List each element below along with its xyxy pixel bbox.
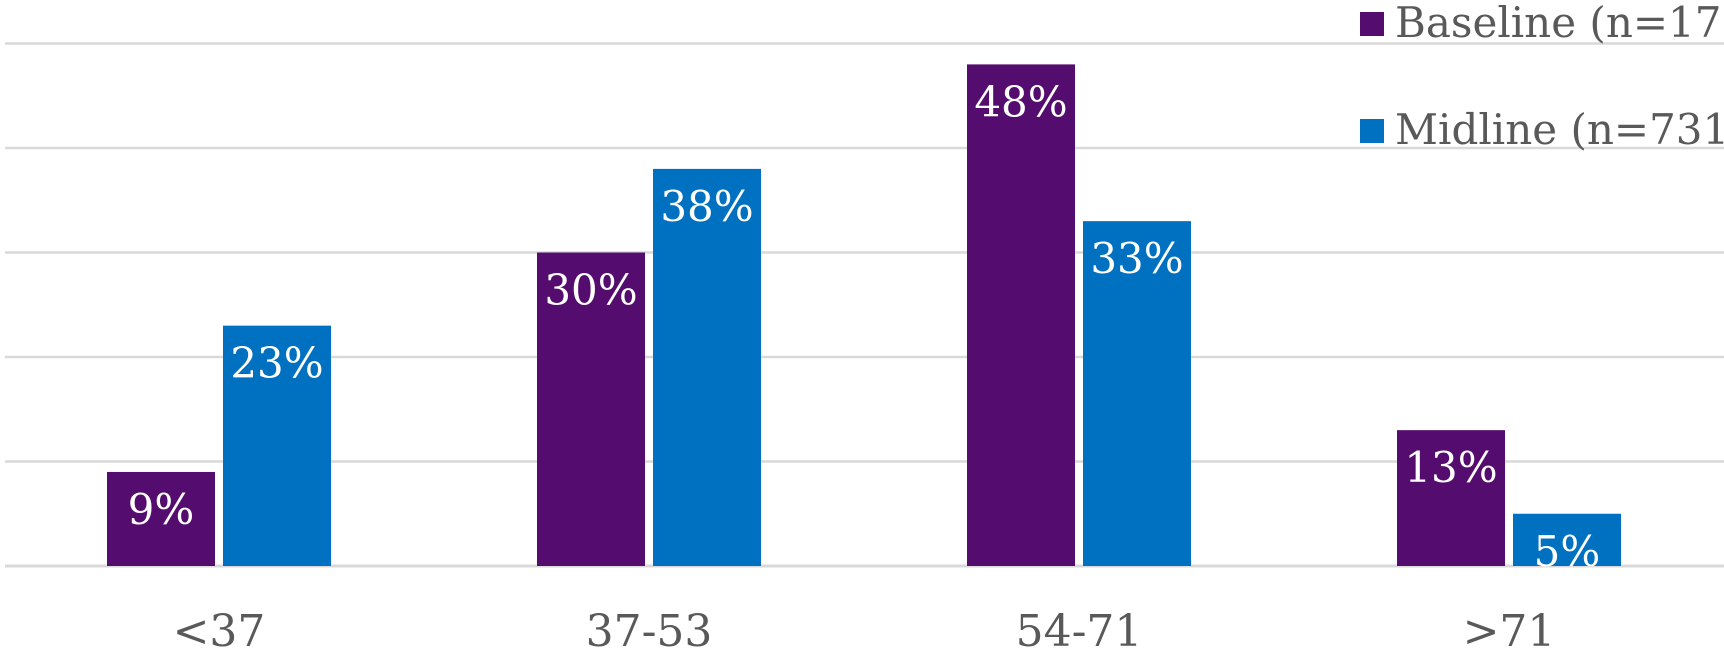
legend-label: Midline (n=731) <box>1395 105 1724 154</box>
data-label: 38% <box>660 182 753 231</box>
legend-label: Baseline (n=178) <box>1395 0 1724 47</box>
x-tick-label: >71 <box>1463 606 1556 655</box>
data-label: 48% <box>974 77 1067 126</box>
data-label: 33% <box>1090 234 1183 283</box>
legend-swatch <box>1360 119 1384 143</box>
data-labels: 9% 23% 30% 38% 48% 33% 13% 5% <box>128 77 1601 575</box>
data-label: 23% <box>230 339 323 388</box>
x-tick-label: <37 <box>173 606 266 655</box>
legend: Baseline (n=178) Midline (n=731) <box>1360 0 1724 154</box>
legend-swatch <box>1360 12 1384 36</box>
x-tick-label: 54-71 <box>1016 606 1143 655</box>
bar-baseline <box>107 471 215 566</box>
x-axis-tick-labels: <37 37-53 54-71 >71 <box>173 606 1556 655</box>
bar-baseline <box>1397 430 1505 566</box>
bar-midline <box>1083 221 1191 566</box>
data-label: 5% <box>1534 527 1601 576</box>
bar-midline <box>223 325 331 566</box>
data-label: 13% <box>1404 443 1497 492</box>
x-tick-label: 37-53 <box>586 606 713 655</box>
bar-midline <box>1513 513 1621 566</box>
bar-midline <box>653 168 761 566</box>
bar-baseline <box>537 252 645 566</box>
data-label: 9% <box>128 485 195 534</box>
bars <box>107 64 1621 567</box>
bar-baseline <box>967 64 1075 567</box>
data-label: 30% <box>544 266 637 315</box>
